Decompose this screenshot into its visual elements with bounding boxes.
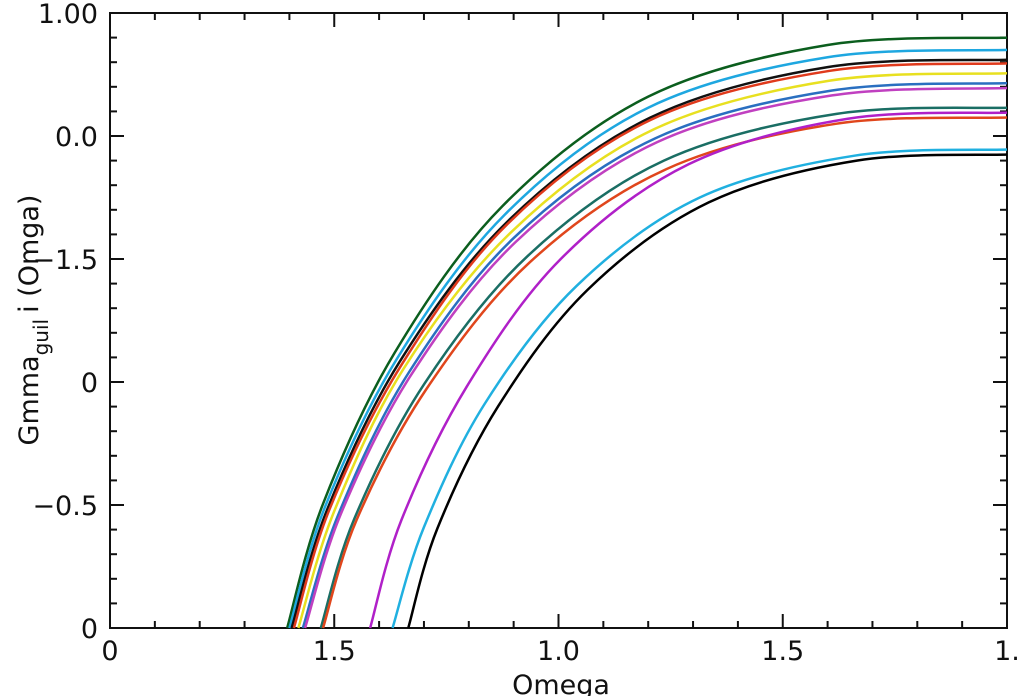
x-tick-label: 1. xyxy=(994,636,1020,667)
y-label-sub: guil xyxy=(29,319,53,355)
curve xyxy=(319,106,1008,629)
y-tick-label: 1.00 xyxy=(38,0,98,30)
x-tick-label: 1.0 xyxy=(537,636,580,667)
curve xyxy=(285,36,1008,629)
x-tick-label: 0 xyxy=(101,636,118,667)
y-label-rest: i (Omga) xyxy=(14,195,45,313)
curve xyxy=(290,58,1008,629)
x-axis-label: Omega xyxy=(512,670,610,696)
x-tick-label: 1.5 xyxy=(313,636,356,667)
x-tick-label: 1.5 xyxy=(761,636,804,667)
curve xyxy=(303,86,1008,629)
curve xyxy=(301,81,1008,629)
curve xyxy=(391,148,1008,629)
curve xyxy=(292,62,1008,629)
y-label-main: Gmma xyxy=(14,355,45,445)
y-tick-label: 0.0 xyxy=(55,122,98,153)
curve xyxy=(297,72,1008,629)
y-tick-label: −1.5 xyxy=(32,245,98,276)
curve xyxy=(368,111,1008,629)
curve xyxy=(407,153,1008,629)
y-tick-label: 0 xyxy=(81,614,98,645)
y-tick-label: −0.5 xyxy=(32,491,98,522)
y-axis-label: Gmmaguil i (Omga) xyxy=(14,195,53,446)
y-tick-label: 0 xyxy=(81,368,98,399)
curve xyxy=(321,116,1008,629)
curve xyxy=(288,48,1008,629)
